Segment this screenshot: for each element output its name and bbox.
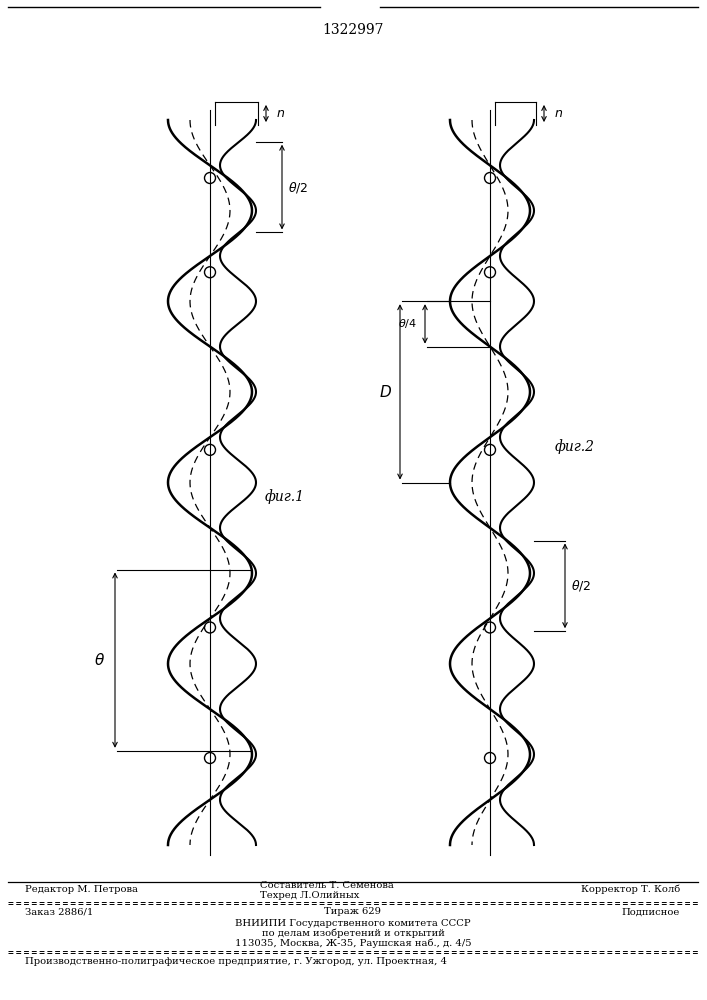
Text: фиг.1: фиг.1 <box>265 490 305 504</box>
Text: Составитель Т. Семенова: Составитель Т. Семенова <box>260 882 394 890</box>
Text: 113035, Москва, Ж-35, Раушская наб., д. 4/5: 113035, Москва, Ж-35, Раушская наб., д. … <box>235 938 472 948</box>
Text: $\theta/2$: $\theta/2$ <box>571 578 591 593</box>
Text: по делам изобретений и открытий: по делам изобретений и открытий <box>262 928 445 938</box>
Text: Техред Л.Олийных: Техред Л.Олийных <box>260 890 359 900</box>
Text: Производственно-полиграфическое предприятие, г. Ужгород, ул. Проектная, 4: Производственно-полиграфическое предприя… <box>25 956 447 966</box>
Text: $\theta$: $\theta$ <box>94 652 105 668</box>
Text: $\theta/4$: $\theta/4$ <box>398 317 417 330</box>
Text: $D$: $D$ <box>379 384 392 400</box>
Text: Редактор М. Петрова: Редактор М. Петрова <box>25 884 138 894</box>
Text: $n$: $n$ <box>554 107 563 120</box>
Text: Подписное: Подписное <box>621 908 680 916</box>
Text: $\theta/2$: $\theta/2$ <box>288 180 308 195</box>
Text: 1322997: 1322997 <box>322 23 384 37</box>
Text: фиг.2: фиг.2 <box>555 439 595 454</box>
Text: Тираж 629: Тираж 629 <box>325 908 382 916</box>
Text: ВНИИПИ Государственного комитета СССР: ВНИИПИ Государственного комитета СССР <box>235 918 471 928</box>
Text: Корректор Т. Колб: Корректор Т. Колб <box>580 884 680 894</box>
Text: Заказ 2886/1: Заказ 2886/1 <box>25 908 93 916</box>
Text: $n$: $n$ <box>276 107 285 120</box>
